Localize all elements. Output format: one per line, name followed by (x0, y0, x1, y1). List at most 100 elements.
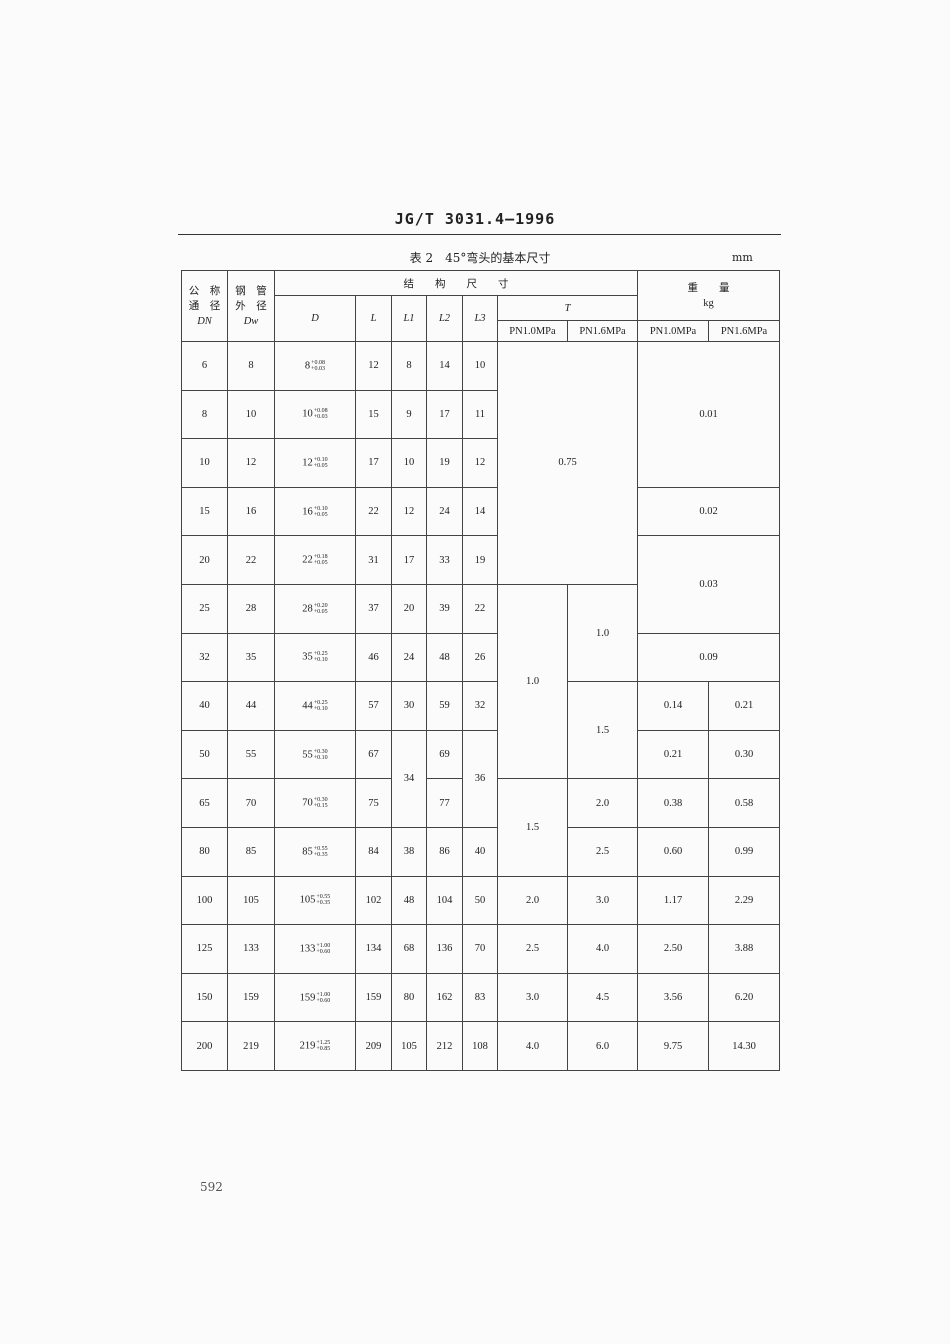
header-dn: 公 称通 径 DN (181, 270, 228, 342)
table-cell: 0.58 (708, 778, 781, 828)
table-cell: 25 (181, 583, 228, 634)
table-cell: 105 (227, 875, 275, 926)
cell-D: 28 +0.20 +0.05 (274, 583, 356, 634)
table-cell: 102 (355, 875, 392, 926)
table-cell: 2.5 (566, 826, 639, 877)
table-cell: 162 (426, 972, 463, 1023)
cell-D: 133 +1.00 +0.60 (274, 924, 356, 974)
table-row: 20 22 22 +0.18 +0.05 31 17 33 19 0.03 (181, 535, 781, 634)
table-cell: 19 (426, 438, 463, 488)
cell-D: 12 +0.10 +0.05 (274, 438, 356, 488)
standard-code: JG/T 3031.4—1996 (394, 210, 556, 228)
header-D: D (274, 295, 356, 342)
table-cell: 36 (462, 729, 498, 828)
table-cell: 33 (426, 535, 463, 585)
table-cell: 108 (462, 1021, 498, 1071)
table-cell: 1.17 (637, 875, 710, 926)
table-cell: 34 (391, 729, 427, 828)
table-cell: 219 (227, 1021, 275, 1071)
table-cell: 159 (227, 972, 275, 1023)
table-cell: 2.0 (497, 875, 568, 926)
table-cell: 150 (181, 972, 228, 1023)
table-cell: 2.29 (708, 875, 781, 926)
d-base: 22 (302, 554, 313, 566)
table-cell: 22 (355, 486, 392, 537)
table-cell: 2.0 (566, 778, 639, 828)
d-tolerance: +0.08 +0.03 (311, 359, 326, 372)
table-cell: 9.75 (637, 1021, 710, 1071)
d-base: 35 (302, 651, 313, 663)
table-cell: 1.5 (497, 778, 568, 877)
table-row: 150 159 159 +1.00 +0.60 159 80 162 83 3.0 4.5 3.56 6… (181, 972, 781, 1023)
table-cell: 80 (391, 972, 427, 1023)
table-body: 6 8 8 +0.08 +0.03 12 8 14 10 0.75 0.01 8 10 10 +0.08 +0… (181, 341, 781, 1071)
table-cell: 22 (227, 535, 275, 585)
table-cell: 10 (181, 438, 228, 488)
table-cell: 0.21 (708, 681, 781, 731)
table-cell: 17 (391, 535, 427, 585)
table-cell: 26 (462, 632, 498, 683)
table-cell: 57 (355, 681, 392, 731)
header-L2: L2 (426, 295, 463, 342)
table-cell: 67 (355, 729, 392, 780)
table-cell: 15 (181, 486, 228, 537)
table-cell: 0.75 (496, 341, 639, 585)
table-cell: 3.88 (708, 924, 781, 974)
table-cell: 10 (462, 341, 498, 391)
table-cell: 12 (391, 486, 427, 537)
d-tolerance: +1.25 +0.85 (316, 1040, 331, 1053)
table-cell: 3.56 (637, 972, 710, 1023)
table-cell: 12 (355, 341, 392, 391)
cell-D: 10 +0.08 +0.03 (274, 389, 356, 440)
d-base: 219 (299, 1040, 316, 1052)
table-cell: 6 (181, 341, 228, 391)
table-cell: 22 (462, 583, 498, 634)
table-cell: 12 (227, 438, 275, 488)
d-base: 8 (304, 360, 311, 372)
table-cell: 65 (181, 778, 228, 828)
header-t-pn16: PN1.6MPa (566, 320, 639, 342)
table-cell: 0.99 (708, 826, 781, 877)
table-row: 32 35 35 +0.25 +0.10 46 24 48 26 0.09 (181, 632, 781, 683)
d-tolerance: +0.55 +0.35 (313, 845, 328, 858)
table-cell: 4.0 (566, 924, 639, 974)
table-cell: 70 (462, 924, 498, 974)
d-base: 12 (302, 457, 313, 469)
table-cell: 16 (227, 486, 275, 537)
table-cell: 14 (426, 341, 463, 391)
table-cell: 48 (426, 632, 463, 683)
table-cell: 40 (462, 826, 498, 877)
d-base: 44 (302, 700, 313, 712)
table-cell: 17 (426, 389, 463, 440)
d-tolerance: +0.10 +0.05 (313, 456, 328, 469)
cell-D: 44 +0.25 +0.10 (274, 681, 356, 731)
cell-D: 55 +0.30 +0.10 (274, 729, 356, 780)
table-cell: 8 (227, 341, 275, 391)
header-weight: 重 量 kg (637, 270, 781, 321)
cell-D: 16 +0.10 +0.05 (274, 486, 356, 537)
d-tolerance: +1.00 +0.60 (316, 942, 331, 955)
header-T: T (496, 295, 639, 321)
header-dw: 钢 管外 径 Dw (227, 270, 275, 342)
d-tolerance: +0.20 +0.05 (313, 602, 328, 615)
table-cell: 35 (227, 632, 275, 683)
dimensions-table: 公 称通 径 DN 钢 管外 径 Dw 结 构 尺 寸 重 量 kg D L L1 L… (181, 270, 781, 1071)
table-row: 50 55 55 +0.30 +0.10 67 34 69 36 0.21 0.30 (181, 729, 781, 828)
d-base: 10 (302, 408, 313, 420)
table-row: 15 16 16 +0.10 +0.05 22 12 24 14 0.02 (181, 486, 781, 537)
table-cell: 50 (181, 729, 228, 780)
table-row: 25 28 28 +0.20 +0.05 37 20 39 22 1.0 1.0 (181, 583, 780, 780)
table-cell: 104 (426, 875, 463, 926)
table-cell: 80 (181, 826, 228, 877)
table-cell: 86 (426, 826, 463, 877)
table-cell: 4.5 (566, 972, 639, 1023)
table-cell: 100 (181, 875, 228, 926)
table-row: 200 219 219 +1.25 +0.85 209 105 212 108 4.0 6.0 9.7… (181, 1021, 781, 1071)
d-tolerance: +0.18 +0.05 (313, 554, 328, 567)
d-tolerance: +0.25 +0.10 (313, 651, 328, 664)
cell-D: 35 +0.25 +0.10 (274, 632, 356, 683)
cell-D: 159 +1.00 +0.60 (274, 972, 356, 1023)
table-cell: 14.30 (708, 1021, 781, 1071)
header-L1: L1 (391, 295, 427, 342)
table-cell: 46 (355, 632, 392, 683)
